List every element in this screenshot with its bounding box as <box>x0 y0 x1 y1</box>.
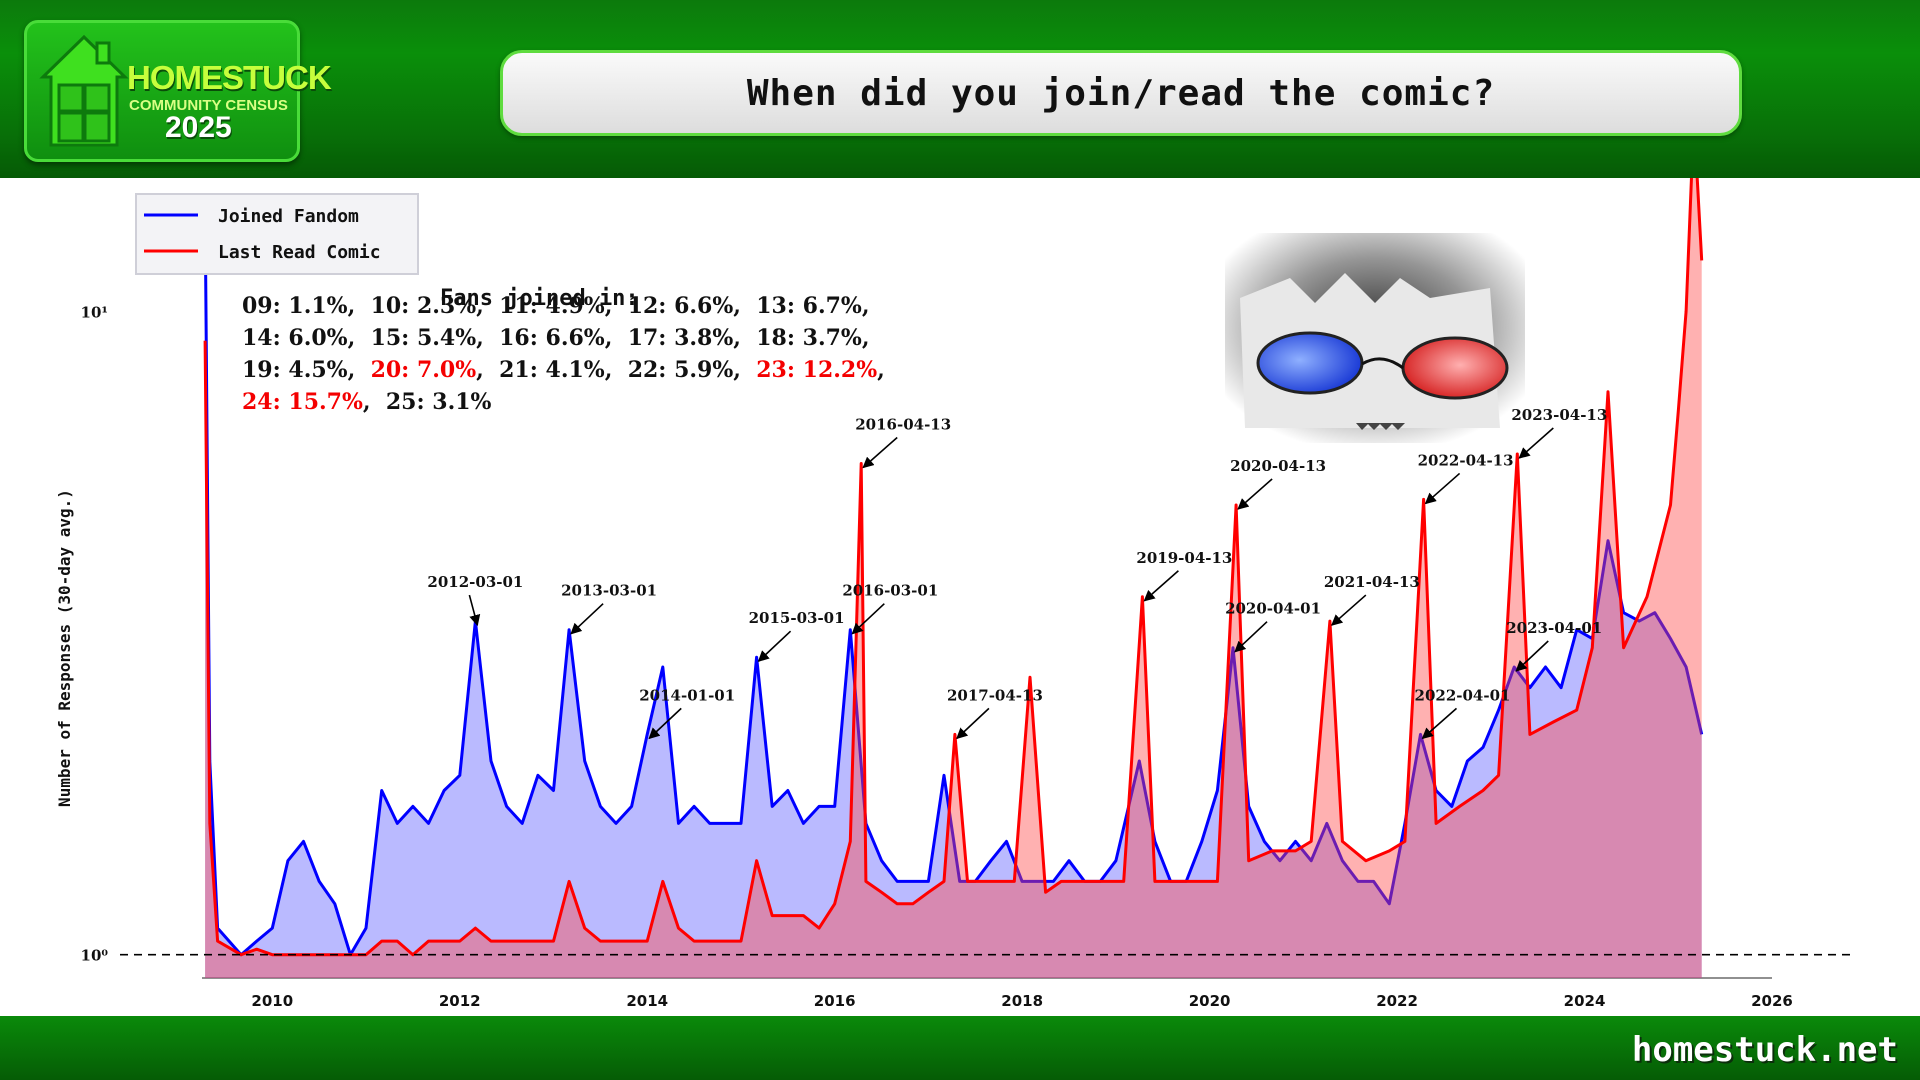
annotation-arrow <box>1515 640 1549 672</box>
stat-separator: , <box>604 325 628 351</box>
annotation-arrow <box>1518 427 1554 459</box>
legend-label-joined: Joined Fandom <box>218 206 359 227</box>
stat-entry: 16: 6.6% <box>499 325 605 351</box>
annotation-label: 2015-03-01 <box>749 609 845 627</box>
character-illustration <box>1225 233 1525 443</box>
annotation-arrow <box>1237 478 1273 510</box>
y-tick-label: 10¹ <box>81 303 108 321</box>
stat-separator: , <box>347 293 371 319</box>
stat-separator: , <box>347 325 371 351</box>
stat-entry: 23: 12.2% <box>756 357 878 383</box>
annotation-label: 2020-04-13 <box>1230 457 1326 475</box>
annotation-label: 2013-03-01 <box>561 582 657 600</box>
stat-entry: 10: 2.3% <box>370 293 477 319</box>
x-tick-label: 2022 <box>1376 992 1418 1010</box>
logo-year: 2025 <box>165 111 232 144</box>
x-tick-label: 2012 <box>439 992 481 1010</box>
annotation-label: 2019-04-13 <box>1136 549 1232 567</box>
annotation-arrow <box>862 436 898 469</box>
annotation-arrow <box>468 594 481 627</box>
annotation-arrow <box>956 707 990 740</box>
annotation-arrow <box>570 603 604 635</box>
logo-subtitle: COMMUNITY CENSUS <box>129 97 288 114</box>
stat-separator: , <box>877 357 901 383</box>
annotation-label: 2021-04-13 <box>1324 573 1420 591</box>
annotation-label: 2014-01-01 <box>639 686 735 704</box>
annotation-label: 2016-03-01 <box>842 582 938 600</box>
question-title: When did you join/read the comic? <box>746 72 1496 114</box>
stat-entry: 19: 4.5% <box>242 357 348 383</box>
logo-title: HOMESTUCK <box>127 59 332 96</box>
plot-area: 10⁰ 10¹ 2010 2012 2014 2016 2018 2020 2022 2024 20… <box>81 178 1852 1010</box>
annotation-label: 2022-04-13 <box>1418 451 1514 469</box>
x-tick-label: 2016 <box>814 992 856 1010</box>
y-tick-label: 10⁰ <box>81 947 109 965</box>
series-line-lastread <box>203 178 1704 957</box>
stats-title: Fans joined in: <box>440 286 639 311</box>
stat-separator: , <box>604 357 628 383</box>
x-tick-label: 2026 <box>1751 992 1793 1010</box>
stat-separator: , <box>347 357 371 383</box>
stat-entry: 24: 15.7% <box>242 389 363 415</box>
annotation-arrow <box>1421 707 1458 740</box>
stat-entry: 13: 6.7% <box>756 293 862 319</box>
house-icon <box>39 34 129 147</box>
x-tick-label: 2020 <box>1189 992 1231 1010</box>
stat-separator: , <box>476 357 500 383</box>
annotation-label: 2012-03-01 <box>427 573 523 591</box>
annotation-arrow <box>1424 472 1461 505</box>
x-tick-label: 2018 <box>1001 992 1043 1010</box>
stat-separator: , <box>362 389 386 415</box>
census-logo[interactable]: HOMESTUCK COMMUNITY CENSUS 2025 <box>24 20 332 162</box>
site-link[interactable]: homestuck.net <box>1631 1030 1898 1070</box>
stat-separator: , <box>733 325 757 351</box>
stat-entry: 14: 6.0% <box>242 325 348 351</box>
footer-banner: homestuck.net <box>0 1016 1920 1080</box>
chart-legend: Joined Fandom Last Read Comic <box>135 193 419 275</box>
stats-box: 09: 1.1%, 10: 2.3%, 11: 4.9%, 12: 6.6%, … <box>242 290 900 418</box>
series-area-lastread <box>205 178 1702 978</box>
annotation-label: 2020-04-01 <box>1225 600 1321 618</box>
series-line-joined <box>203 207 1704 957</box>
x-tick-label: 2014 <box>626 992 668 1010</box>
x-tick-label: 2024 <box>1564 992 1606 1010</box>
stat-separator: , <box>733 293 757 319</box>
annotation-label: 2023-04-01 <box>1506 619 1602 637</box>
stat-entry: 22: 5.9% <box>627 357 734 383</box>
stat-separator: , <box>476 293 500 319</box>
stat-separator: , <box>604 293 628 319</box>
stat-entry: 17: 3.8% <box>627 325 734 351</box>
annotation-arrow <box>1234 621 1268 653</box>
y-axis-label: Number of Responses (30-day avg.) <box>55 489 74 807</box>
annotation-label: 2016-04-13 <box>855 416 951 434</box>
stat-separator: , <box>861 325 885 351</box>
legend-label-lastread: Last Read Comic <box>218 242 381 263</box>
stat-separator: , <box>476 325 500 351</box>
chart: 10⁰ 10¹ 2010 2012 2014 2016 2018 2020 2022 2024 20… <box>55 178 1852 1010</box>
stat-entry: 12: 6.6% <box>627 293 734 319</box>
annotation-arrow <box>1143 570 1179 602</box>
stat-entry: 09: 1.1% <box>242 293 348 319</box>
stat-entry: 21: 4.1% <box>499 357 605 383</box>
question-banner: When did you join/read the comic? <box>500 50 1742 136</box>
annotation-arrow <box>648 707 682 740</box>
annotation-arrow <box>1331 594 1367 626</box>
stat-separator: , <box>733 357 757 383</box>
annotation-arrow <box>851 603 885 635</box>
stat-entry: 20: 7.0% <box>370 357 477 383</box>
stat-entry: 18: 3.7% <box>756 325 862 351</box>
stat-entry: 15: 5.4% <box>370 325 477 351</box>
x-tick-label: 2010 <box>251 992 293 1010</box>
annotation-label: 2023-04-13 <box>1511 406 1607 424</box>
annotation-label: 2017-04-13 <box>947 686 1043 704</box>
stat-entry: 11: 4.9% <box>499 293 605 319</box>
stat-entry: 25: 3.1% <box>385 389 492 415</box>
annotation-arrow <box>757 630 792 662</box>
header-banner: HOMESTUCK COMMUNITY CENSUS 2025 When did… <box>0 0 1920 178</box>
stat-separator: , <box>861 293 885 319</box>
series-area-joined <box>205 207 1702 978</box>
annotation-label: 2022-04-01 <box>1415 686 1511 704</box>
